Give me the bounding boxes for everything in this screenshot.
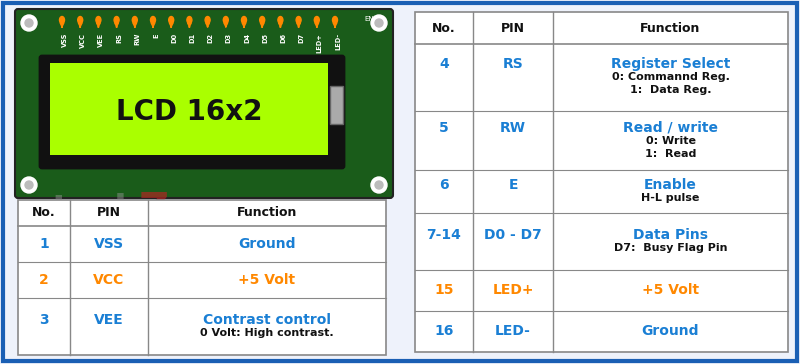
- FancyBboxPatch shape: [40, 56, 344, 168]
- Ellipse shape: [132, 16, 138, 24]
- Bar: [330, 86, 343, 124]
- Text: RW: RW: [134, 33, 141, 46]
- Circle shape: [25, 19, 33, 27]
- Ellipse shape: [169, 16, 174, 24]
- Text: Function: Function: [237, 206, 297, 219]
- Text: D2: D2: [208, 33, 214, 43]
- Text: D1: D1: [190, 33, 195, 43]
- Text: D7:  Busy Flag Pin: D7: Busy Flag Pin: [614, 243, 727, 253]
- Text: Z: Z: [138, 190, 168, 232]
- Text: No.: No.: [432, 21, 456, 35]
- Ellipse shape: [278, 16, 283, 24]
- Circle shape: [375, 181, 383, 189]
- Ellipse shape: [223, 16, 228, 24]
- Text: RW: RW: [500, 120, 526, 135]
- Ellipse shape: [333, 16, 338, 24]
- Text: 5: 5: [439, 120, 449, 135]
- Text: LED-: LED-: [495, 324, 531, 339]
- Text: LED-: LED-: [335, 33, 341, 50]
- Text: tech: tech: [52, 192, 141, 226]
- Text: +5 Volt: +5 Volt: [238, 273, 295, 287]
- Text: VSS: VSS: [62, 33, 68, 47]
- Text: H-L pulse: H-L pulse: [642, 193, 700, 203]
- Circle shape: [21, 177, 37, 193]
- Ellipse shape: [150, 16, 155, 24]
- Text: Data Pins: Data Pins: [633, 228, 708, 242]
- FancyBboxPatch shape: [15, 9, 393, 198]
- Text: 1:  Read: 1: Read: [645, 149, 696, 158]
- Circle shape: [21, 15, 37, 31]
- Text: Read / write: Read / write: [623, 120, 718, 135]
- Text: PIN: PIN: [501, 21, 525, 35]
- Text: D5: D5: [262, 33, 268, 43]
- Ellipse shape: [114, 16, 119, 24]
- Text: LED+: LED+: [492, 284, 534, 297]
- Ellipse shape: [187, 16, 192, 24]
- Ellipse shape: [96, 16, 101, 24]
- Text: LCD 16x2: LCD 16x2: [116, 98, 262, 126]
- Text: 0: Write: 0: Write: [646, 135, 695, 146]
- Text: 3: 3: [39, 313, 49, 327]
- Text: D7: D7: [298, 33, 305, 43]
- Text: E: E: [153, 33, 159, 37]
- Text: 1: 1: [39, 237, 49, 251]
- Text: 4: 4: [439, 58, 449, 71]
- Circle shape: [371, 177, 387, 193]
- Text: D0: D0: [171, 33, 178, 43]
- Bar: [50, 63, 328, 155]
- Text: Ground: Ground: [238, 237, 296, 251]
- Text: RS: RS: [502, 58, 523, 71]
- Ellipse shape: [78, 16, 82, 24]
- Text: No.: No.: [32, 206, 56, 219]
- Text: E: E: [508, 178, 518, 192]
- Text: D4: D4: [244, 33, 250, 43]
- Text: 0: Commannd Reg.: 0: Commannd Reg.: [611, 72, 730, 82]
- Text: VCC: VCC: [94, 273, 125, 287]
- Text: D0 - D7: D0 - D7: [484, 228, 542, 242]
- Text: 0 Volt: High contrast.: 0 Volt: High contrast.: [200, 328, 334, 338]
- Text: Ground: Ground: [642, 324, 699, 339]
- Text: Function: Function: [640, 21, 701, 35]
- Ellipse shape: [242, 16, 246, 24]
- Text: D3: D3: [226, 33, 232, 43]
- Text: VEE: VEE: [94, 313, 124, 327]
- Text: 16: 16: [434, 324, 454, 339]
- Text: +5 Volt: +5 Volt: [642, 284, 699, 297]
- Text: VSS: VSS: [94, 237, 124, 251]
- Text: 1:  Data Reg.: 1: Data Reg.: [630, 86, 711, 95]
- Circle shape: [375, 19, 383, 27]
- Text: RS: RS: [117, 33, 122, 43]
- Text: eero: eero: [158, 192, 250, 226]
- Text: Contrast control: Contrast control: [203, 313, 331, 327]
- Text: Enable: Enable: [644, 178, 697, 192]
- Text: D6: D6: [280, 33, 286, 43]
- Ellipse shape: [205, 16, 210, 24]
- Ellipse shape: [260, 16, 265, 24]
- Ellipse shape: [314, 16, 319, 24]
- Ellipse shape: [296, 16, 301, 24]
- Text: PIN: PIN: [97, 206, 121, 219]
- Text: 6: 6: [439, 178, 449, 192]
- Text: VEE: VEE: [98, 33, 104, 47]
- Circle shape: [25, 181, 33, 189]
- Text: VCC: VCC: [80, 33, 86, 48]
- Bar: [415, 12, 788, 352]
- Bar: [18, 200, 386, 355]
- Text: EN: EN: [364, 16, 374, 22]
- Text: LED+: LED+: [317, 33, 322, 53]
- Text: Register Select: Register Select: [611, 58, 730, 71]
- Text: 7-14: 7-14: [426, 228, 462, 242]
- Circle shape: [371, 15, 387, 31]
- Text: 15: 15: [434, 284, 454, 297]
- Ellipse shape: [59, 16, 65, 24]
- Text: 2: 2: [39, 273, 49, 287]
